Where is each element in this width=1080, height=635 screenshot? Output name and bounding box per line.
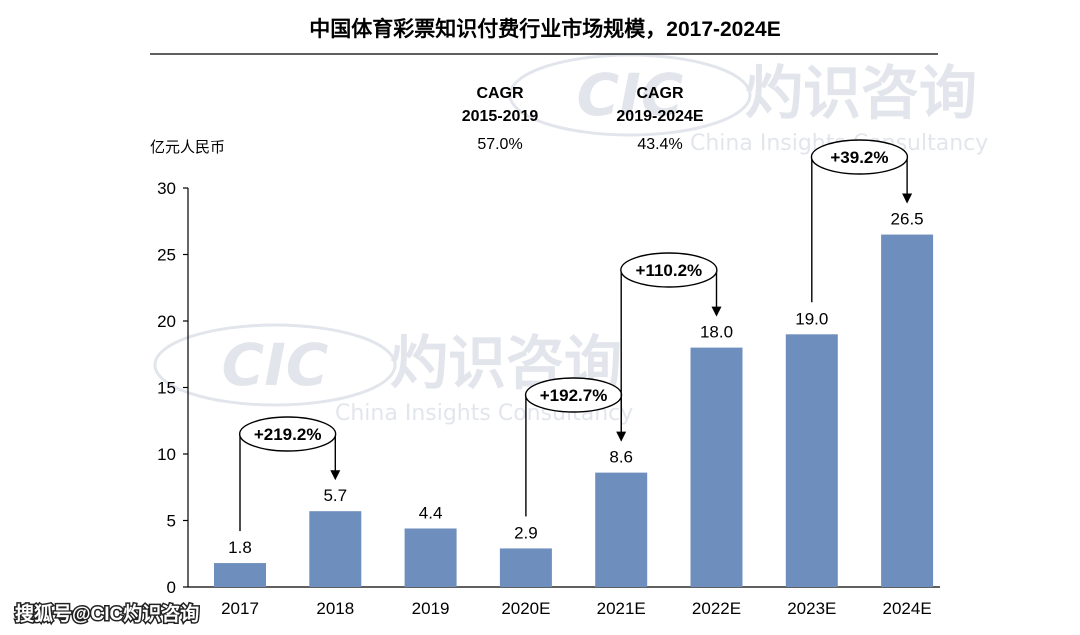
growth-annotations-group: +219.2% +192.7% +110.2% +39.2% [238,139,913,532]
bar [214,563,266,587]
y-tick-label: 0 [167,578,176,597]
bar [690,347,743,587]
y-tick-label: 10 [157,445,176,464]
annotation-label: +110.2% [636,261,703,280]
bar [785,334,838,587]
unit-label: 亿元人民币 [150,139,225,156]
annotation-label: +219.2% [254,425,322,444]
cagr-value: 43.4% [637,136,682,153]
watermark-logo: CIC [577,61,684,129]
y-tick-label: 15 [157,379,176,398]
bars-group: 1.8 2017 5.7 2018 4.4 2019 2.9 2020E 8.6 2021E 18.… [214,210,934,618]
bar-value-label: 18.0 [700,323,733,342]
cagr-period: 2015-2019 [462,108,539,125]
bar-value-label: 2.9 [514,523,538,542]
footer-credit: 搜狐号@CIC灼识咨询 [15,602,199,625]
x-tick-label: 2024E [883,599,932,618]
chart-title: 中国体育彩票知识付费行业市场规模，2017-2024E [309,17,780,41]
annotation-ellipse [238,416,337,452]
bar-value-label: 1.8 [228,538,252,557]
bar [499,548,552,587]
annotation-ellipse [620,252,718,288]
x-tick-label: 2018 [316,599,354,618]
annotation-label: +192.7% [540,386,608,405]
growth-annotation: +110.2% [620,252,722,441]
cagr-label: CAGR [476,85,524,102]
watermark-cn: 灼识咨询 [745,59,977,127]
annotation-ellipse [810,139,909,175]
bar [881,234,934,588]
growth-annotation: +192.7% [524,377,627,517]
watermark-ring [153,323,397,407]
x-tick-label: 2020E [501,599,550,618]
x-tick-label: 2019 [412,599,450,618]
watermark-logo: CIC [222,331,329,399]
y-tick-label: 30 [157,179,176,198]
bar [404,528,457,587]
bar-value-label: 26.5 [891,210,924,229]
x-tick-label: 2021E [597,599,646,618]
cagr-value: 57.0% [477,136,522,153]
bar-value-label: 19.0 [795,309,828,328]
x-tick-label: 2017 [221,599,259,618]
bar-value-label: 8.6 [609,448,633,467]
y-tick-label: 20 [157,312,176,331]
bar-value-label: 4.4 [419,503,443,522]
x-tick-label: 2022E [692,599,741,618]
x-tick-label: 2023E [787,599,836,618]
cagr-period: 2019-2024E [616,108,704,125]
bar [595,472,648,587]
y-tick-label: 5 [167,512,176,531]
annotation-label: +39.2% [830,148,888,167]
bar [309,511,362,587]
bar-value-label: 5.7 [323,486,347,505]
growth-annotation: +39.2% [810,139,913,303]
watermark-ring [508,53,752,137]
cagr-label: CAGR [636,85,684,102]
y-tick-label: 25 [157,246,176,265]
cagr-block: CAGR 2015-2019 57.0% CAGR 2019-2024E 43.4% [462,85,704,153]
growth-annotation: +219.2% [238,416,341,532]
